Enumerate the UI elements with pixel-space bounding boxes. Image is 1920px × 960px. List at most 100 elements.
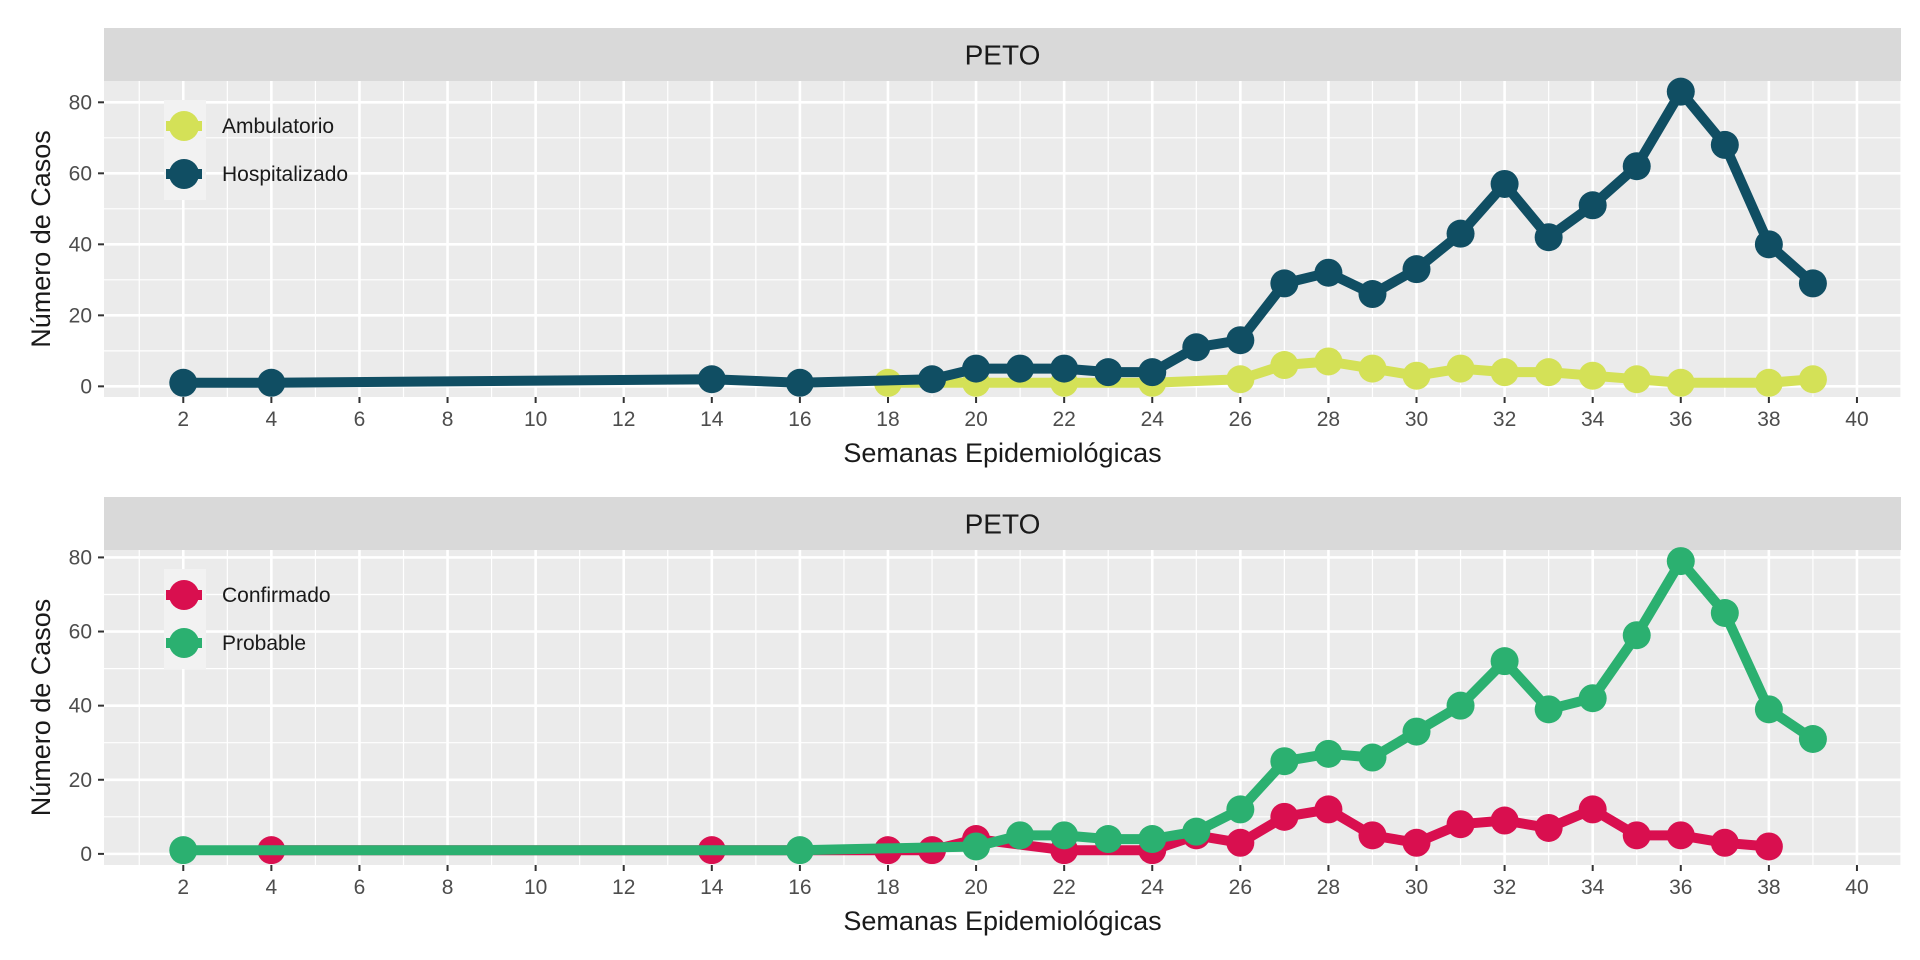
data-point — [1182, 333, 1211, 362]
y-tick-label: 20 — [69, 769, 92, 792]
data-point — [1270, 802, 1299, 831]
x-tick-label: 28 — [1317, 408, 1340, 431]
data-point — [1754, 695, 1783, 724]
x-tick-label: 2 — [177, 408, 189, 431]
data-point — [1314, 795, 1343, 824]
data-point — [1754, 368, 1783, 397]
x-tick-label: 24 — [1141, 876, 1165, 899]
data-point — [1666, 547, 1695, 576]
data-point — [1754, 230, 1783, 259]
y-tick-label: 0 — [80, 375, 92, 398]
data-point — [1446, 691, 1475, 720]
data-point — [1270, 747, 1299, 776]
x-tick-label: 34 — [1581, 876, 1605, 899]
y-tick-label: 0 — [80, 843, 92, 866]
data-point — [257, 368, 286, 397]
chart2-strip — [104, 497, 1901, 550]
y-tick-label: 60 — [69, 162, 92, 185]
x-tick-label: 32 — [1493, 408, 1516, 431]
x-tick-label: 20 — [964, 876, 987, 899]
data-point — [1578, 361, 1607, 390]
chart2-x-axis-title: Semanas Epidemiológicas — [843, 906, 1161, 936]
x-tick-label: 8 — [442, 408, 454, 431]
x-tick-label: 12 — [612, 408, 635, 431]
data-point — [1710, 130, 1739, 159]
data-point — [1358, 354, 1387, 383]
data-point — [1358, 280, 1387, 309]
data-point — [1666, 368, 1695, 397]
x-tick-label: 10 — [524, 408, 547, 431]
chart1-legend: Ambulatorio Hospitalizado — [164, 100, 348, 200]
x-tick-label: 36 — [1669, 876, 1692, 899]
chart2-panel — [104, 550, 1901, 865]
data-point — [1622, 821, 1651, 850]
x-tick-label: 22 — [1052, 408, 1075, 431]
y-tick-label: 80 — [69, 546, 92, 569]
data-point — [1710, 828, 1739, 857]
data-point — [1314, 739, 1343, 768]
chart1-series-2 — [169, 77, 1827, 397]
x-tick-label: 34 — [1581, 408, 1605, 431]
data-point — [697, 365, 726, 394]
data-point — [962, 832, 991, 861]
x-tick-label: 6 — [354, 408, 366, 431]
legend-label: Ambulatorio — [222, 115, 334, 138]
data-point — [1314, 347, 1343, 376]
data-point — [1754, 832, 1783, 861]
series-line — [178, 556, 1818, 856]
data-point — [1490, 358, 1519, 387]
data-point — [1402, 361, 1431, 390]
data-point — [1358, 743, 1387, 772]
data-point — [1226, 795, 1255, 824]
x-tick-label: 6 — [354, 876, 366, 899]
legend-label: Hospitalizado — [222, 163, 348, 186]
data-point — [1182, 817, 1211, 846]
x-tick-label: 10 — [524, 876, 547, 899]
x-tick-label: 4 — [266, 876, 278, 899]
x-tick-label: 38 — [1757, 408, 1780, 431]
x-tick-label: 32 — [1493, 876, 1516, 899]
chart1-strip — [104, 28, 1901, 81]
data-point — [785, 368, 814, 397]
data-point — [1402, 255, 1431, 284]
x-tick-label: 18 — [876, 876, 899, 899]
x-tick-label: 14 — [700, 876, 724, 899]
x-tick-label: 26 — [1229, 876, 1252, 899]
data-point — [1314, 258, 1343, 287]
data-point — [1798, 725, 1827, 753]
x-tick-label: 30 — [1405, 408, 1428, 431]
data-point — [1534, 223, 1563, 252]
data-point — [1446, 219, 1475, 248]
data-point — [1402, 717, 1431, 746]
data-point — [1666, 821, 1695, 850]
data-point — [1050, 354, 1079, 383]
x-tick-label: 16 — [788, 408, 811, 431]
data-point — [169, 836, 198, 865]
data-point — [1138, 825, 1167, 854]
data-point — [1094, 825, 1123, 854]
data-point — [1270, 269, 1299, 298]
data-point — [918, 365, 947, 394]
data-point — [1006, 354, 1035, 383]
chart1-panel — [104, 81, 1901, 397]
legend-key-point — [169, 159, 199, 189]
data-point — [1622, 621, 1651, 650]
data-point — [1578, 795, 1607, 824]
data-point — [1490, 169, 1519, 198]
data-point — [1226, 365, 1255, 394]
chart2-y-axis-title: Número de Casos — [26, 599, 56, 817]
y-tick-label: 40 — [69, 695, 92, 718]
x-tick-label: 16 — [788, 876, 811, 899]
x-tick-label: 26 — [1229, 408, 1252, 431]
data-point — [1490, 806, 1519, 835]
data-point — [1490, 647, 1519, 676]
data-point — [1534, 813, 1563, 842]
chart1-y-axis-title: Número de Casos — [26, 130, 56, 348]
data-point — [1622, 365, 1651, 394]
legend-key-point — [169, 628, 199, 658]
x-tick-label: 2 — [177, 876, 189, 899]
y-tick-label: 20 — [69, 304, 92, 327]
x-tick-label: 40 — [1845, 408, 1868, 431]
